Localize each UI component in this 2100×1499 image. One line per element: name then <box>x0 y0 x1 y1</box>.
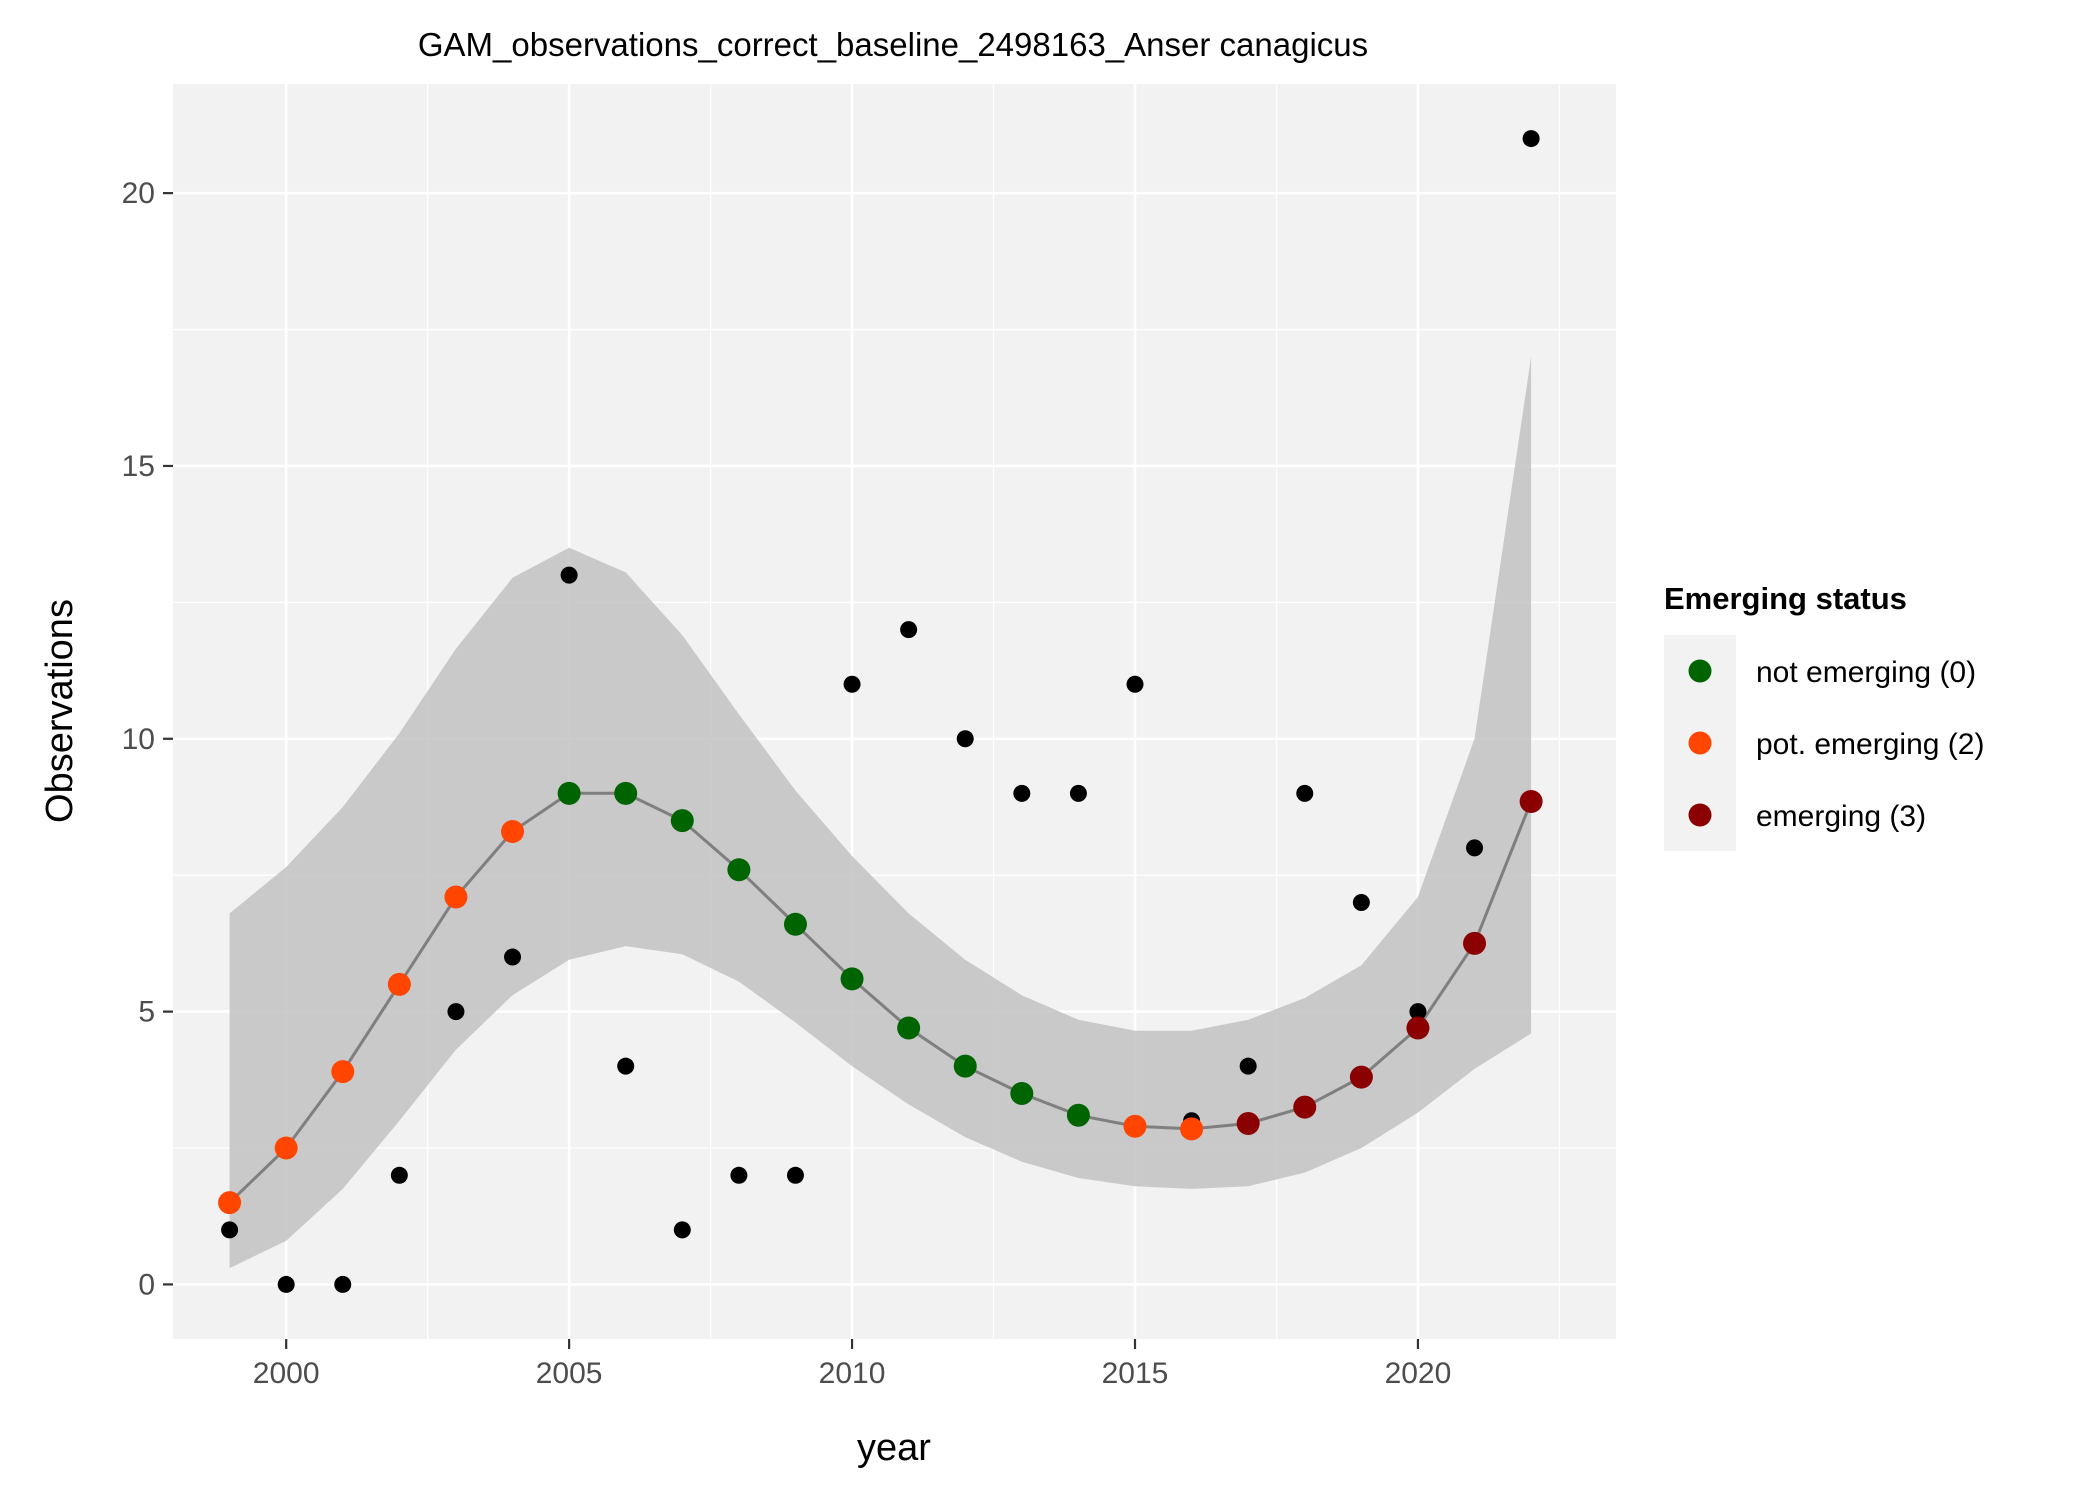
legend-title: Emerging status <box>1664 581 1907 616</box>
y-tick-label: 0 <box>138 1268 155 1301</box>
fitted-point <box>614 781 638 805</box>
y-axis-title: Observations <box>39 599 81 823</box>
y-tick-label: 15 <box>122 450 155 483</box>
observed-point <box>956 730 974 748</box>
fitted-point <box>1293 1095 1317 1119</box>
x-tick-label: 2010 <box>819 1357 886 1390</box>
legend: Emerging status not emerging (0) pot. eme… <box>1664 581 1984 851</box>
fitted-point <box>783 912 807 936</box>
legend-items: not emerging (0) pot. emerging (2) emergin… <box>1688 656 1984 833</box>
fitted-point <box>274 1136 298 1160</box>
x-tick-label: 2005 <box>536 1357 603 1390</box>
fitted-point <box>331 1060 355 1084</box>
fitted-point <box>727 858 751 882</box>
observed-point <box>673 1221 691 1239</box>
fitted-point <box>953 1054 977 1078</box>
fitted-point <box>1463 931 1487 955</box>
fitted-point <box>218 1191 242 1215</box>
observed-point <box>221 1221 239 1239</box>
legend-label: not emerging (0) <box>1756 656 1976 689</box>
legend-label: pot. emerging (2) <box>1756 728 1984 761</box>
fitted-point <box>444 885 468 909</box>
fitted-point <box>897 1016 921 1040</box>
observed-point <box>1013 784 1031 802</box>
observed-point <box>1296 784 1314 802</box>
fitted-point <box>1066 1103 1090 1127</box>
y-tick-label: 5 <box>138 996 155 1029</box>
observed-point <box>1069 784 1087 802</box>
legend-label: emerging (3) <box>1756 800 1926 833</box>
legend-key <box>1688 659 1712 683</box>
y-tick-label: 10 <box>122 723 155 756</box>
observed-point <box>900 621 918 639</box>
fitted-point <box>1010 1081 1034 1105</box>
fitted-point <box>1519 790 1543 814</box>
y-tick-label: 20 <box>122 177 155 210</box>
fitted-point <box>1406 1016 1430 1040</box>
fitted-point <box>670 809 694 833</box>
observed-point <box>1239 1057 1257 1075</box>
fitted-points <box>218 781 1543 1215</box>
fitted-point <box>1349 1065 1373 1089</box>
observed-point <box>1352 893 1370 911</box>
fitted-point <box>557 781 581 805</box>
x-axis: 2000 2005 2010 2015 2020 <box>253 1339 1452 1390</box>
confidence-ribbon <box>229 356 1532 1269</box>
fitted-point <box>1123 1114 1147 1138</box>
observed-point <box>560 566 578 584</box>
observed-point <box>334 1275 352 1293</box>
x-tick-label: 2020 <box>1385 1357 1452 1390</box>
fitted-point <box>1236 1111 1260 1135</box>
observed-point <box>1466 839 1484 857</box>
fitted-point <box>387 972 411 996</box>
observed-point <box>447 1003 465 1021</box>
observed-point <box>730 1166 748 1184</box>
observed-point <box>277 1275 295 1293</box>
observed-point <box>390 1166 408 1184</box>
observed-point <box>1409 1003 1427 1021</box>
legend-key <box>1688 731 1712 755</box>
fitted-point <box>840 967 864 991</box>
observed-point <box>1522 130 1540 148</box>
x-tick-label: 2015 <box>1102 1357 1169 1390</box>
x-tick-label: 2000 <box>253 1357 320 1390</box>
observed-point <box>843 675 861 693</box>
observed-point <box>504 948 522 966</box>
observed-point <box>786 1166 804 1184</box>
fitted-point <box>501 820 525 844</box>
legend-key <box>1688 803 1712 827</box>
observed-point <box>1126 675 1144 693</box>
y-axis: 0 5 10 15 20 <box>122 177 173 1301</box>
fitted-point <box>1180 1117 1204 1141</box>
observed-point <box>617 1057 635 1075</box>
plot-panel <box>173 84 1616 1339</box>
chart-title: GAM_observations_correct_baseline_249816… <box>418 26 1368 63</box>
x-axis-title: year <box>857 1427 931 1469</box>
